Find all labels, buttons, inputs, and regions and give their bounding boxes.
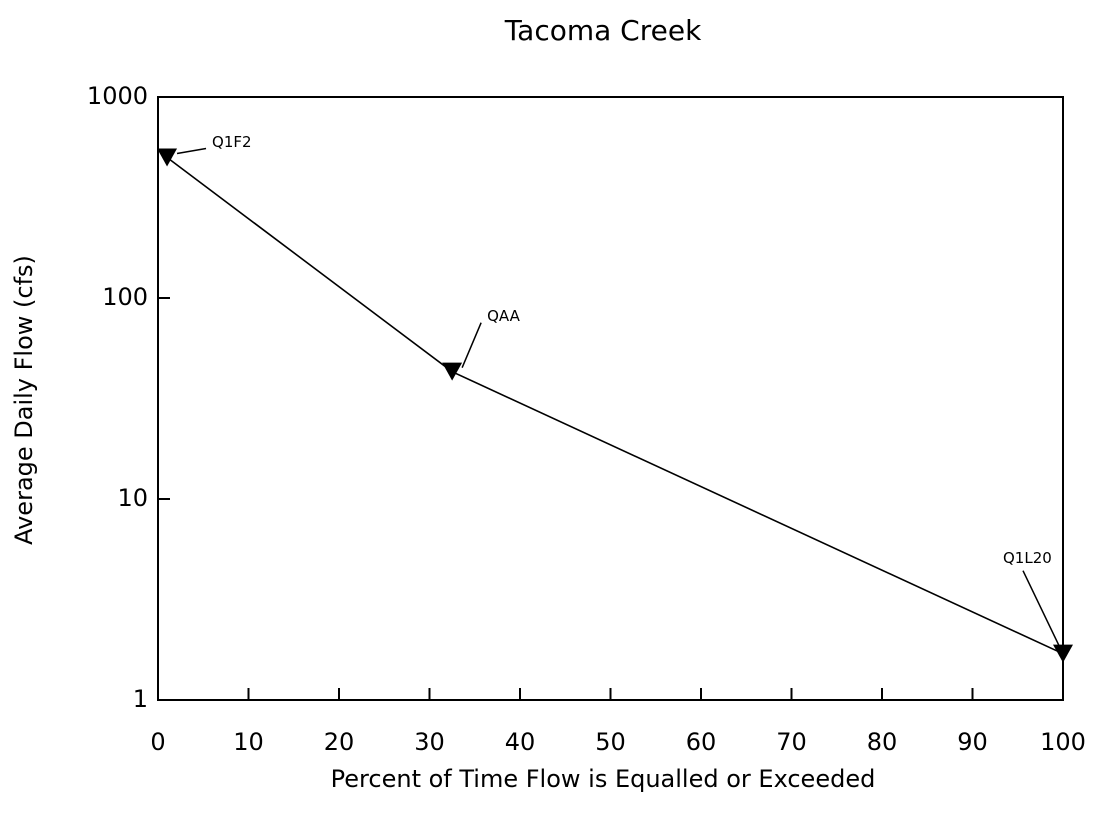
- point-label: QAA: [487, 307, 520, 325]
- x-tick-label: 40: [505, 728, 536, 756]
- x-tick-label: 0: [150, 728, 165, 756]
- y-axis-label: Average Daily Flow (cfs): [10, 255, 38, 545]
- point-label: Q1F2: [212, 133, 252, 151]
- annotation-leader: [176, 147, 207, 155]
- point-marker: [442, 362, 463, 381]
- x-tick-label: 100: [1040, 728, 1086, 756]
- y-tick-label: 1: [133, 685, 148, 713]
- point-marker: [157, 148, 178, 167]
- y-tick-label: 1000: [87, 82, 148, 110]
- x-tick-label: 70: [776, 728, 807, 756]
- x-tick-label: 30: [414, 728, 445, 756]
- x-tick-label: 60: [686, 728, 717, 756]
- point-label: Q1L20: [1003, 549, 1052, 567]
- x-axis-label: Percent of Time Flow is Equalled or Exce…: [331, 765, 876, 793]
- y-tick-label: 10: [117, 484, 148, 512]
- chart-title: Tacoma Creek: [504, 14, 702, 47]
- y-tick-label: 100: [102, 283, 148, 311]
- annotation-leader: [1022, 570, 1061, 649]
- x-tick-label: 50: [595, 728, 626, 756]
- x-tick-label: 90: [957, 728, 988, 756]
- annotation-leader: [461, 322, 482, 368]
- x-tick-label: 20: [324, 728, 355, 756]
- x-tick-label: 80: [867, 728, 898, 756]
- point-marker: [1053, 644, 1073, 663]
- x-tick-label: 10: [233, 728, 264, 756]
